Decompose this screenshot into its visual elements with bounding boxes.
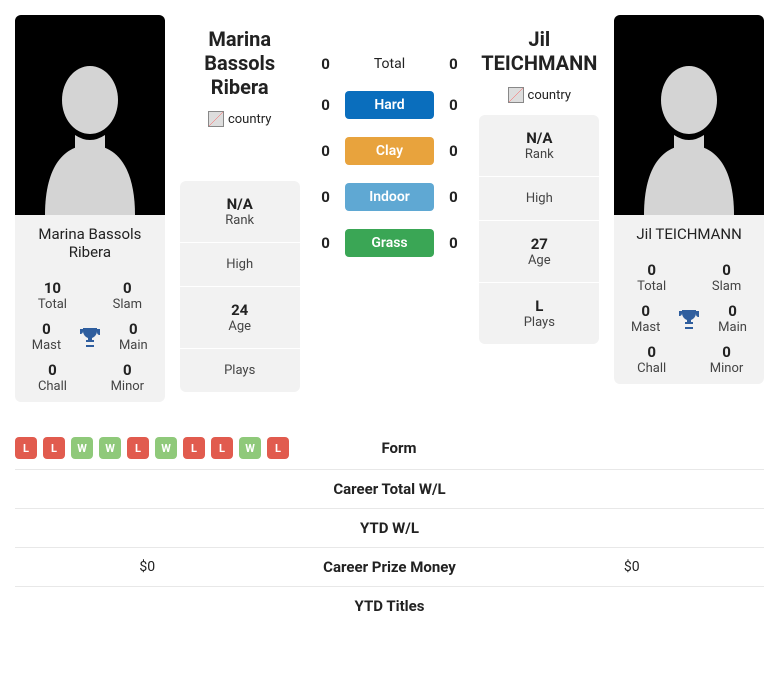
plays-cell-left: Plays	[180, 349, 300, 392]
title-slam-right: 0 Slam	[689, 253, 764, 302]
form-label: Form	[289, 439, 509, 457]
h2h-left-num: 0	[315, 188, 337, 206]
rank-box-left: N/A Rank High 24 Age Plays	[180, 181, 300, 392]
stats-section: LLWWLWLLWL Form Career Total W/L YTD W/L…	[15, 427, 764, 625]
trophy-icon	[78, 325, 102, 349]
player-name-right-header[interactable]: Jil TEICHMANN	[479, 27, 599, 75]
rank-cell-right: N/A Rank	[479, 115, 599, 177]
title-slam-left: 0 Slam	[90, 271, 165, 320]
title-minor-left: 0 Minor	[90, 353, 165, 402]
form-chips-left: LLWWLWLLWL	[15, 437, 289, 459]
form-row: LLWWLWLLWL Form	[15, 427, 764, 470]
ytd-wl-row: YTD W/L	[15, 509, 764, 548]
player-name-left-header[interactable]: Marina Bassols Ribera	[180, 27, 300, 99]
info-col-right: Jil TEICHMANN country N/A Rank High 27 A…	[479, 15, 599, 344]
player-name-left-card: Marina Bassols Ribera	[15, 215, 165, 271]
h2h-surface-row: 0 Indoor 0	[315, 183, 465, 211]
player-card-right: Jil TEICHMANN 0 Total 0 Slam 0 Mast 0	[614, 15, 764, 384]
title-total-left: 10 Total	[15, 271, 90, 320]
age-cell-left: 24 Age	[180, 287, 300, 349]
ytd-wl-label: YTD W/L	[280, 519, 500, 537]
title-chall-right: 0 Chall	[614, 335, 689, 384]
h2h-right-num: 0	[442, 96, 464, 114]
title-mast-main-right: 0 Mast 0 Main	[614, 302, 764, 335]
player-silhouette-icon	[35, 45, 145, 215]
plays-cell-right: L Plays	[479, 283, 599, 344]
form-chip[interactable]: W	[99, 437, 121, 459]
ytd-titles-label: YTD Titles	[280, 597, 500, 615]
title-total-right: 0 Total	[614, 253, 689, 302]
country-flag-left: country	[208, 111, 272, 127]
career-wl-row: Career Total W/L	[15, 470, 764, 509]
player-name-right-card: Jil TEICHMANN	[614, 215, 764, 253]
h2h-left-num: 0	[315, 234, 337, 252]
form-chip[interactable]: L	[15, 437, 37, 459]
prize-row: $0 Career Prize Money $0	[15, 548, 764, 587]
player-photo-left	[15, 15, 165, 215]
form-chip[interactable]: W	[155, 437, 177, 459]
player-card-left: Marina Bassols Ribera 10 Total 0 Slam 0 …	[15, 15, 165, 402]
titles-grid-left: 10 Total 0 Slam 0 Mast 0 Main	[15, 271, 165, 402]
surface-pill[interactable]: Clay	[345, 137, 435, 165]
h2h-surface-row: 0 Grass 0	[315, 229, 465, 257]
surface-pill[interactable]: Hard	[345, 91, 435, 119]
h2h-right-num: 0	[442, 234, 464, 252]
ytd-titles-row: YTD Titles	[15, 587, 764, 625]
surface-pill[interactable]: Indoor	[345, 183, 435, 211]
h2h-left-num: 0	[315, 96, 337, 114]
h2h-right-num: 0	[442, 142, 464, 160]
title-minor-right: 0 Minor	[689, 335, 764, 384]
h2h-surfaces-list: 0 Hard 0 0 Clay 0 0 Indoor 0 0 Grass 0	[315, 91, 465, 257]
player-silhouette-icon	[634, 45, 744, 215]
player-photo-right	[614, 15, 764, 215]
prize-label: Career Prize Money	[280, 558, 500, 576]
form-chip[interactable]: L	[43, 437, 65, 459]
country-flag-right: country	[508, 87, 572, 103]
prize-left: $0	[15, 559, 280, 575]
title-mast-main-left: 0 Mast 0 Main	[15, 320, 165, 353]
career-wl-label: Career Total W/L	[280, 480, 500, 498]
high-cell-right: High	[479, 177, 599, 221]
form-chip[interactable]: W	[71, 437, 93, 459]
title-chall-left: 0 Chall	[15, 353, 90, 402]
h2h-right-num: 0	[442, 188, 464, 206]
high-cell-left: High	[180, 243, 300, 287]
h2h-left-num: 0	[315, 142, 337, 160]
prize-right: $0	[500, 559, 765, 575]
age-cell-right: 27 Age	[479, 221, 599, 283]
trophy-icon	[677, 307, 701, 331]
form-chip[interactable]: L	[183, 437, 205, 459]
h2h-column: 0 Total 0 0 Hard 0 0 Clay 0 0 Indoor 0 0 Grass 0	[315, 55, 465, 257]
form-chip[interactable]: L	[127, 437, 149, 459]
titles-grid-right: 0 Total 0 Slam 0 Mast 0 Main	[614, 253, 764, 384]
h2h-surface-row: 0 Hard 0	[315, 91, 465, 119]
h2h-surface-row: 0 Clay 0	[315, 137, 465, 165]
surface-pill[interactable]: Grass	[345, 229, 435, 257]
rank-cell-left: N/A Rank	[180, 181, 300, 243]
form-chip[interactable]: W	[239, 437, 261, 459]
form-chip[interactable]: L	[267, 437, 289, 459]
comparison-top-row: Marina Bassols Ribera 10 Total 0 Slam 0 …	[15, 15, 764, 402]
rank-box-right: N/A Rank High 27 Age L Plays	[479, 115, 599, 344]
form-chip[interactable]: L	[211, 437, 233, 459]
h2h-total-row: 0 Total 0	[315, 55, 465, 73]
info-col-left: Marina Bassols Ribera country N/A Rank H…	[180, 15, 300, 392]
